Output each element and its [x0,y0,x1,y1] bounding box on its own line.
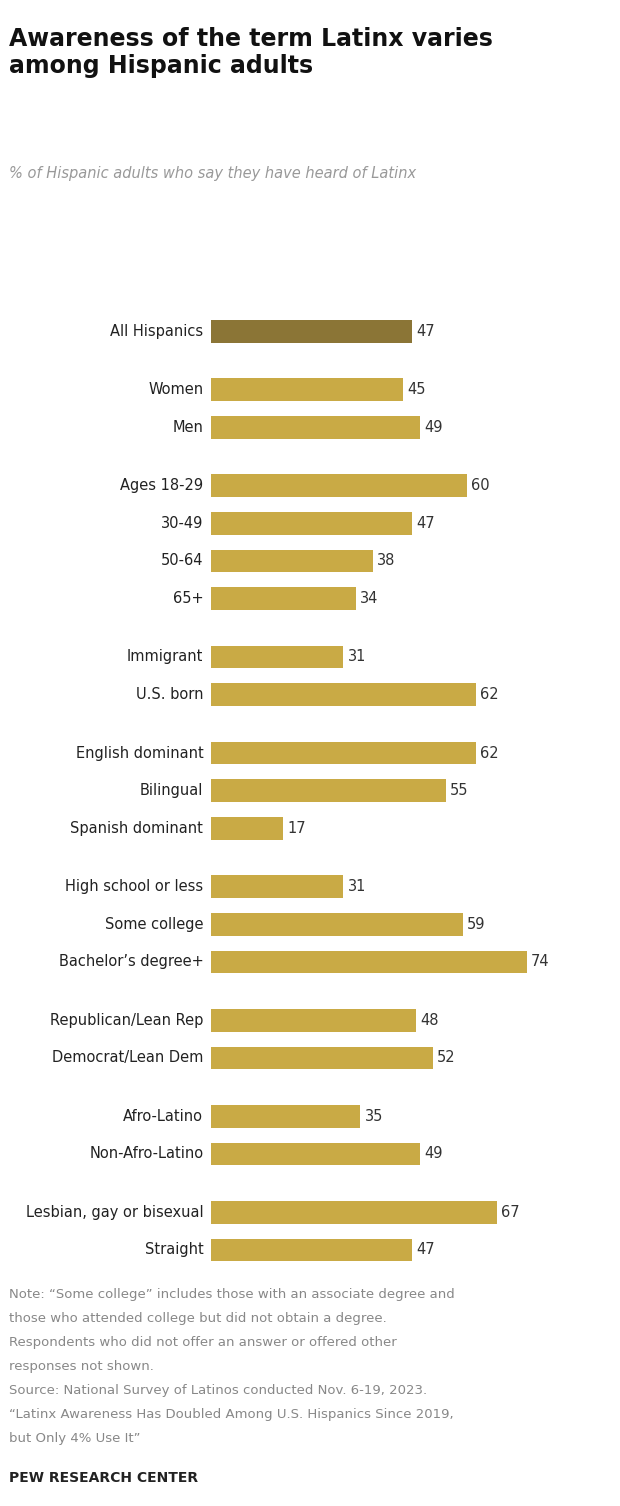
Text: 59: 59 [467,917,485,932]
Text: “Latinx Awareness Has Doubled Among U.S. Hispanics Since 2019,: “Latinx Awareness Has Doubled Among U.S.… [9,1408,454,1422]
Text: Bilingual: Bilingual [140,783,203,798]
Bar [211,1047,433,1069]
Text: Ages 18-29: Ages 18-29 [120,479,203,492]
Bar [211,1238,412,1262]
Text: 62: 62 [480,687,498,702]
Text: 17: 17 [288,821,306,836]
Bar [211,913,463,935]
Text: Women: Women [148,383,203,398]
Text: Respondents who did not offer an answer or offered other: Respondents who did not offer an answer … [9,1336,397,1349]
Bar [211,321,412,343]
Bar [211,646,343,669]
Bar [211,950,527,973]
Bar [211,1009,416,1032]
Text: Lesbian, gay or bisexual: Lesbian, gay or bisexual [26,1205,203,1220]
Text: 49: 49 [425,420,443,435]
Text: 48: 48 [420,1014,438,1027]
Text: those who attended college but did not obtain a degree.: those who attended college but did not o… [9,1312,387,1325]
Text: 34: 34 [360,592,379,605]
Text: 31: 31 [347,880,366,895]
Text: but Only 4% Use It”: but Only 4% Use It” [9,1432,141,1446]
Text: Men: Men [172,420,203,435]
Bar [211,742,476,765]
Text: 74: 74 [531,955,550,970]
Text: 30-49: 30-49 [161,517,203,530]
Bar [211,780,446,803]
Bar [211,474,467,497]
Text: High school or less: High school or less [65,880,203,895]
Bar [211,1202,497,1223]
Text: 47: 47 [416,324,435,339]
Text: Bachelor’s degree+: Bachelor’s degree+ [59,955,203,970]
Text: Source: National Survey of Latinos conducted Nov. 6-19, 2023.: Source: National Survey of Latinos condu… [9,1384,427,1398]
Text: PEW RESEARCH CENTER: PEW RESEARCH CENTER [9,1471,198,1485]
Text: Straight: Straight [144,1242,203,1258]
Text: 65+: 65+ [173,592,203,605]
Bar [211,378,403,401]
Text: Afro-Latino: Afro-Latino [123,1108,203,1123]
Text: 55: 55 [450,783,469,798]
Text: 67: 67 [502,1205,520,1220]
Text: 62: 62 [480,745,498,761]
Text: Immigrant: Immigrant [127,649,203,664]
Text: 47: 47 [416,1242,435,1258]
Bar [211,875,343,898]
Bar [211,587,356,610]
Text: Note: “Some college” includes those with an associate degree and: Note: “Some college” includes those with… [9,1288,455,1301]
Text: 45: 45 [407,383,426,398]
Text: 52: 52 [437,1051,456,1065]
Text: 49: 49 [425,1146,443,1161]
Bar [211,550,373,572]
Text: Non-Afro-Latino: Non-Afro-Latino [89,1146,203,1161]
Bar [211,816,283,840]
Text: Some college: Some college [105,917,203,932]
Text: 47: 47 [416,517,435,530]
Bar [211,416,420,438]
Text: 38: 38 [378,554,396,568]
Text: U.S. born: U.S. born [136,687,203,702]
Text: Awareness of the term Latinx varies
among Hispanic adults: Awareness of the term Latinx varies amon… [9,27,493,78]
Bar [211,684,476,706]
Text: 60: 60 [471,479,490,492]
Text: % of Hispanic adults who say they have heard of Latinx: % of Hispanic adults who say they have h… [9,166,417,181]
Text: 31: 31 [347,649,366,664]
Bar [211,1105,360,1128]
Text: 35: 35 [365,1108,383,1123]
Bar [211,512,412,535]
Text: 50-64: 50-64 [161,554,203,568]
Text: English dominant: English dominant [76,745,203,761]
Text: Democrat/Lean Dem: Democrat/Lean Dem [52,1051,203,1065]
Text: responses not shown.: responses not shown. [9,1360,154,1373]
Text: Republican/Lean Rep: Republican/Lean Rep [50,1014,203,1027]
Bar [211,1143,420,1166]
Text: Spanish dominant: Spanish dominant [71,821,203,836]
Text: All Hispanics: All Hispanics [110,324,203,339]
